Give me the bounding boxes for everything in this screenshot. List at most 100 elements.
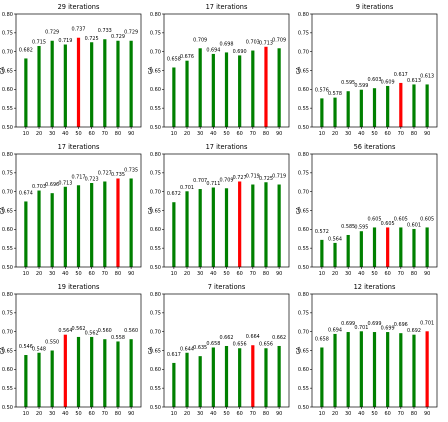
bar bbox=[386, 332, 390, 407]
bar bbox=[359, 331, 363, 407]
y-tick-label: 0.55 bbox=[2, 106, 13, 112]
bar bbox=[372, 332, 377, 407]
data-label: 0.658 bbox=[315, 336, 329, 342]
x-tick-label: 40 bbox=[210, 411, 216, 417]
bar bbox=[412, 334, 416, 407]
y-tick-label: 0.50 bbox=[298, 265, 309, 271]
y-tick-label: 0.50 bbox=[2, 125, 13, 131]
x-tick-label: 40 bbox=[62, 131, 68, 137]
data-label: 0.605 bbox=[367, 216, 381, 222]
y-tick-label: 0.80 bbox=[150, 292, 161, 298]
bar bbox=[211, 53, 215, 127]
y-tick-label: 0.80 bbox=[150, 12, 161, 18]
bar bbox=[90, 183, 94, 267]
data-label: 0.605 bbox=[381, 221, 395, 227]
x-tick-label: 50 bbox=[371, 131, 377, 137]
y-tick-label: 0.75 bbox=[2, 311, 13, 317]
bar bbox=[116, 178, 120, 267]
data-label: 0.713 bbox=[58, 180, 72, 186]
data-label: 0.599 bbox=[354, 83, 368, 89]
data-label: 0.701 bbox=[420, 320, 434, 326]
y-tick-label: 0.55 bbox=[2, 386, 13, 392]
subplot-title: 9 iterations bbox=[356, 3, 394, 11]
x-tick-label: 80 bbox=[263, 131, 269, 137]
data-label: 0.564 bbox=[58, 328, 72, 334]
x-tick-label: 50 bbox=[75, 271, 81, 277]
x-tick-label: 10 bbox=[319, 131, 325, 137]
data-label: 0.703 bbox=[246, 40, 260, 46]
data-label: 0.725 bbox=[85, 36, 99, 42]
x-tick-label: 20 bbox=[332, 271, 338, 277]
y-tick-label: 0.50 bbox=[150, 405, 161, 411]
x-tick-label: 20 bbox=[332, 131, 338, 137]
bar bbox=[264, 182, 268, 267]
y-tick-label: 0.75 bbox=[298, 171, 309, 177]
bar bbox=[425, 227, 429, 267]
y-axis-label: CA bbox=[148, 66, 154, 74]
y-tick-label: 0.55 bbox=[150, 246, 161, 252]
data-label: 0.698 bbox=[219, 41, 233, 47]
data-label: 0.578 bbox=[328, 91, 342, 97]
x-tick-label: 80 bbox=[115, 131, 121, 137]
data-label: 0.737 bbox=[71, 27, 85, 33]
bar bbox=[37, 352, 41, 407]
bar bbox=[425, 84, 429, 127]
data-label: 0.658 bbox=[206, 341, 220, 347]
bar bbox=[63, 334, 67, 407]
data-label: 0.694 bbox=[206, 47, 220, 53]
x-tick-label: 40 bbox=[358, 131, 364, 137]
data-label: 0.709 bbox=[272, 37, 286, 43]
x-tick-label: 90 bbox=[424, 411, 430, 417]
bar bbox=[63, 186, 67, 267]
data-label: 0.709 bbox=[219, 177, 233, 183]
x-tick-label: 50 bbox=[223, 271, 229, 277]
y-axis-label: CA bbox=[148, 206, 154, 214]
x-tick-label: 60 bbox=[384, 131, 390, 137]
bar bbox=[346, 332, 350, 407]
y-tick-label: 0.60 bbox=[2, 87, 13, 93]
data-label: 0.548 bbox=[32, 346, 46, 352]
axes-frame bbox=[15, 293, 142, 408]
x-tick-label: 10 bbox=[23, 131, 29, 137]
data-label: 0.682 bbox=[19, 47, 33, 53]
x-tick-label: 60 bbox=[384, 411, 390, 417]
x-tick-label: 10 bbox=[171, 131, 177, 137]
y-tick-label: 0.60 bbox=[150, 367, 161, 373]
x-tick-label: 70 bbox=[250, 271, 256, 277]
y-tick-label: 0.50 bbox=[2, 405, 13, 411]
bar bbox=[103, 39, 107, 128]
subplot-title: 17 iterations bbox=[206, 3, 248, 11]
subplot-5: 17 iterations CA 0.50 0.55 0.60 0.65 0.70 0.75 0… bbox=[148, 143, 290, 277]
y-tick-label: 0.80 bbox=[298, 152, 309, 158]
x-tick-label: 20 bbox=[36, 131, 42, 137]
x-tick-label: 90 bbox=[276, 271, 282, 277]
subplot-3: 9 iterations CA 0.50 0.55 0.60 0.65 0.70 0.75 0.… bbox=[296, 3, 438, 137]
data-label: 0.656 bbox=[259, 342, 273, 348]
y-axis-label: CA bbox=[0, 346, 6, 354]
bar bbox=[333, 97, 337, 127]
bar bbox=[320, 98, 324, 127]
bar bbox=[129, 339, 133, 407]
y-tick-label: 0.70 bbox=[298, 329, 309, 335]
y-tick-label: 0.80 bbox=[2, 12, 13, 18]
data-label: 0.562 bbox=[71, 326, 85, 332]
data-label: 0.694 bbox=[328, 327, 342, 333]
axes-frame bbox=[311, 13, 438, 128]
x-tick-label: 30 bbox=[197, 271, 203, 277]
y-tick-label: 0.60 bbox=[298, 87, 309, 93]
data-label: 0.733 bbox=[98, 28, 112, 34]
y-axis-label: CA bbox=[148, 346, 154, 354]
y-tick-label: 0.65 bbox=[150, 208, 161, 214]
bar bbox=[251, 50, 255, 127]
bar bbox=[399, 227, 403, 267]
data-label: 0.617 bbox=[394, 72, 408, 78]
x-tick-label: 10 bbox=[23, 411, 29, 417]
bar bbox=[399, 82, 403, 127]
x-tick-label: 50 bbox=[75, 131, 81, 137]
y-tick-label: 0.60 bbox=[298, 227, 309, 233]
data-label: 0.609 bbox=[381, 79, 395, 85]
x-tick-label: 30 bbox=[345, 411, 351, 417]
bar bbox=[37, 190, 41, 267]
data-label: 0.560 bbox=[124, 328, 138, 334]
